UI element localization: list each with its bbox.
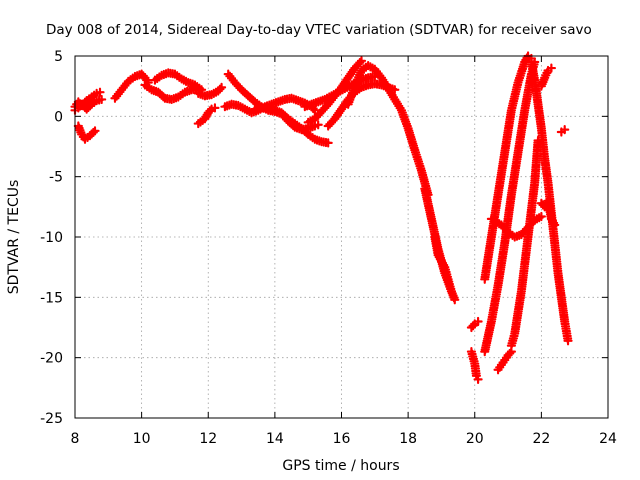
series-arc-4 (110, 69, 153, 103)
y-tick-label: 0 (54, 109, 63, 125)
y-tick-label: -25 (40, 411, 63, 427)
y-tick-label: -15 (40, 290, 63, 306)
y-tick-label: 5 (54, 49, 63, 65)
data-point-marker (216, 82, 227, 92)
x-axis-label: GPS time / hours (282, 458, 399, 474)
series-arc-17 (430, 232, 457, 296)
x-tick-label: 20 (466, 431, 484, 447)
chart-title: Day 008 of 2014, Sidereal Day-to-day VTE… (46, 22, 592, 38)
series-arc-3 (73, 121, 100, 144)
series-arc-8 (193, 103, 220, 129)
data-point-marker (210, 103, 220, 113)
y-tick-label: -10 (40, 230, 63, 246)
series-arc-22 (480, 57, 540, 357)
y-axis-label: SDTVAR / TECUs (6, 180, 22, 295)
data-point-marker (563, 336, 573, 346)
data-point-marker (550, 220, 560, 230)
data-point-marker (473, 374, 483, 384)
x-tick-label: 22 (532, 431, 550, 447)
series-arc-7 (193, 82, 227, 101)
series-arc-23 (493, 347, 516, 375)
data-series (70, 51, 573, 384)
data-point-marker (446, 286, 457, 296)
x-tick-label: 14 (266, 431, 284, 447)
data-point-marker (95, 87, 105, 97)
x-tick-label: 16 (333, 431, 351, 447)
series-arc-26 (536, 196, 560, 230)
x-tick-label: 8 (71, 431, 80, 447)
series-arc-11 (250, 103, 333, 148)
x-tick-label: 10 (133, 431, 151, 447)
series-arc-27 (536, 63, 556, 91)
data-point-marker (473, 316, 483, 327)
data-point-marker (356, 56, 367, 66)
data-point-marker (90, 126, 100, 136)
y-tick-label: -20 (40, 351, 63, 367)
x-tick-label: 24 (599, 431, 617, 447)
data-point-marker (560, 125, 570, 135)
data-point-marker (546, 63, 556, 73)
series-arc-6 (150, 68, 207, 95)
series-arc-24 (506, 135, 543, 351)
data-point-marker (323, 138, 333, 148)
y-axis-ticks: 5 0 -5 -10 -15 -20 -25 (40, 49, 608, 427)
data-point-marker (310, 105, 320, 115)
grid (75, 56, 608, 418)
series-arc-15 (343, 61, 433, 200)
series-arc-18 (466, 316, 483, 333)
x-tick-label: 12 (199, 431, 217, 447)
data-point-marker (536, 211, 546, 222)
data-point-marker (313, 120, 323, 130)
x-axis-ticks: 8 10 12 14 16 18 20 22 24 (71, 56, 617, 447)
y-tick-label: -5 (49, 170, 63, 186)
series-arc-19 (466, 347, 483, 384)
data-point-marker (97, 94, 107, 105)
data-point-marker (450, 295, 460, 305)
x-tick-label: 18 (399, 431, 417, 447)
series-arc-28 (556, 125, 570, 137)
